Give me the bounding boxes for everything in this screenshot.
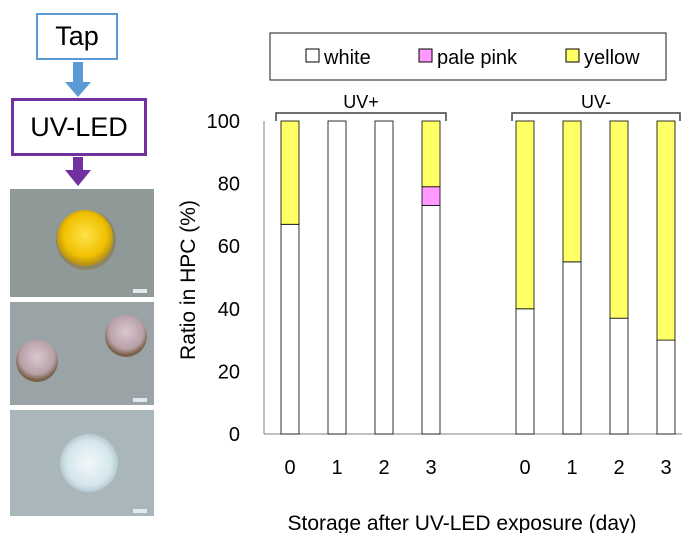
bar-segment-white (515, 308, 535, 435)
bar-segment-yellow (562, 120, 582, 263)
bar-segment-white (327, 120, 347, 435)
bar-segment-white (562, 261, 582, 435)
x-tick-label: 2 (378, 457, 389, 479)
bar-segment-white (421, 205, 441, 435)
y-tick-label: 0 (229, 424, 240, 446)
bar-segment-yellow (421, 120, 441, 188)
legend-label-yellow: yellow (584, 47, 640, 69)
bar-segment-white (656, 339, 676, 435)
group-bracket-uv-minus (511, 112, 681, 121)
legend-swatch-white (305, 48, 320, 63)
y-tick-label: 80 (218, 174, 240, 196)
legend-label-white: white (323, 47, 371, 69)
y-axis-title: Ratio in HPC (%) (177, 200, 200, 360)
legend-swatch-pale-pink (418, 48, 433, 63)
arrow-down-icon (65, 157, 91, 186)
photo-yellow-colony (10, 189, 154, 297)
x-tick-label: 3 (660, 457, 671, 479)
tap-step-box: Tap (36, 13, 118, 60)
bar-segment-white (374, 120, 394, 435)
bar-segment-white (609, 317, 629, 435)
x-tick-label: 1 (566, 457, 577, 479)
x-tick-labels: 0 1 2 3 0 1 2 3 (284, 457, 671, 479)
bar-segment-yellow (609, 120, 629, 319)
bar-segment-yellow (515, 120, 535, 310)
y-tick-label: 60 (218, 236, 240, 258)
bar-segment-white (280, 223, 300, 435)
x-tick-label: 2 (613, 457, 624, 479)
bars (280, 120, 676, 435)
arrow-down-icon (65, 62, 91, 97)
y-tick-label: 40 (218, 299, 240, 321)
group-label-uv-plus: UV+ (343, 92, 379, 112)
chart-legend: white pale pink yellow (269, 32, 667, 81)
uvled-step-label: UV-LED (30, 111, 128, 142)
photo-pale-pink-colonies (10, 302, 154, 405)
photo-white-colony (10, 410, 154, 516)
bar-segment-yellow (280, 120, 300, 225)
bar-segment-pale-pink (421, 186, 441, 206)
x-tick-label: 1 (331, 457, 342, 479)
uvled-step-box: UV-LED (11, 98, 147, 156)
y-tick-label: 100 (207, 111, 240, 133)
x-tick-label: 0 (284, 457, 295, 479)
legend-swatch-yellow (565, 48, 580, 63)
y-tick-labels: 0 20 40 60 80 100 (207, 111, 240, 446)
group-label-uv-minus: UV- (581, 92, 611, 112)
legend-label-pale-pink: pale pink (437, 47, 518, 69)
bar-segment-yellow (656, 120, 676, 341)
tap-step-label: Tap (55, 21, 99, 51)
group-bracket-uv-plus (275, 112, 447, 121)
y-tick-label: 20 (218, 361, 240, 383)
x-axis-title: Storage after UV-LED exposure (day) (287, 512, 636, 533)
x-tick-label: 0 (519, 457, 530, 479)
x-tick-label: 3 (425, 457, 436, 479)
